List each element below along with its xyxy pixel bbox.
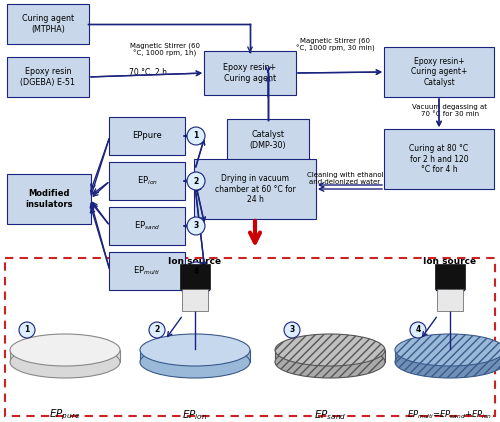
- Polygon shape: [275, 350, 385, 362]
- Text: Curing at 80 °C
for 2 h and 120
°C for 4 h: Curing at 80 °C for 2 h and 120 °C for 4…: [410, 144, 469, 174]
- Text: Cleaning with ethanol
and deionized water: Cleaning with ethanol and deionized wate…: [306, 171, 384, 184]
- Text: Epoxy resin+
Curing agent: Epoxy resin+ Curing agent: [224, 63, 276, 83]
- Text: 4: 4: [416, 325, 420, 335]
- Ellipse shape: [275, 346, 385, 378]
- FancyBboxPatch shape: [109, 117, 185, 155]
- Text: $EP_{sand}$: $EP_{sand}$: [314, 408, 346, 422]
- Text: Drying in vacuum
chamber at 60 °C for
24 h: Drying in vacuum chamber at 60 °C for 24…: [214, 174, 296, 204]
- Polygon shape: [395, 350, 500, 362]
- Text: 3: 3: [290, 325, 294, 335]
- Circle shape: [149, 322, 165, 338]
- Text: 2: 2: [154, 325, 160, 335]
- Text: Ion source: Ion source: [424, 257, 476, 265]
- Text: $EP_{multi}$=$EP_{sand}$+$EP_{ion}$: $EP_{multi}$=$EP_{sand}$+$EP_{ion}$: [408, 409, 492, 421]
- Text: 1: 1: [194, 132, 198, 141]
- FancyBboxPatch shape: [109, 207, 185, 245]
- Circle shape: [187, 262, 205, 280]
- FancyBboxPatch shape: [7, 57, 89, 97]
- FancyBboxPatch shape: [7, 174, 91, 224]
- FancyBboxPatch shape: [204, 51, 296, 95]
- Ellipse shape: [10, 346, 120, 378]
- Circle shape: [410, 322, 426, 338]
- Text: EP$_{ion}$: EP$_{ion}$: [136, 175, 158, 187]
- Polygon shape: [140, 350, 250, 362]
- Text: 4: 4: [194, 267, 198, 276]
- FancyBboxPatch shape: [435, 264, 465, 289]
- FancyBboxPatch shape: [194, 159, 316, 219]
- Text: Magnetic Stirrer (60
°C, 1000 rpm, 30 min): Magnetic Stirrer (60 °C, 1000 rpm, 30 mi…: [296, 38, 374, 52]
- Text: EP$_{multi}$: EP$_{multi}$: [134, 265, 160, 277]
- Text: Epoxy resin
(DGEBA) E-51: Epoxy resin (DGEBA) E-51: [20, 67, 76, 87]
- Text: EPpure: EPpure: [132, 132, 162, 141]
- Text: Vacuum degassing at
70 °C for 30 min: Vacuum degassing at 70 °C for 30 min: [412, 103, 488, 116]
- FancyBboxPatch shape: [437, 289, 463, 311]
- Text: Modified
insulators: Modified insulators: [25, 189, 73, 209]
- Text: 3: 3: [194, 222, 198, 230]
- FancyBboxPatch shape: [180, 264, 210, 289]
- Text: $EP_{pure}$: $EP_{pure}$: [50, 408, 80, 422]
- Text: Catalyst
(DMP-30): Catalyst (DMP-30): [250, 130, 286, 150]
- Text: 2: 2: [194, 176, 198, 186]
- Circle shape: [187, 127, 205, 145]
- Circle shape: [187, 172, 205, 190]
- FancyBboxPatch shape: [5, 258, 495, 416]
- FancyBboxPatch shape: [384, 47, 494, 97]
- FancyBboxPatch shape: [7, 4, 89, 44]
- FancyBboxPatch shape: [227, 119, 309, 161]
- Text: EP$_{sand}$: EP$_{sand}$: [134, 220, 160, 232]
- FancyBboxPatch shape: [109, 162, 185, 200]
- FancyBboxPatch shape: [182, 289, 208, 311]
- Ellipse shape: [275, 334, 385, 366]
- Ellipse shape: [395, 334, 500, 366]
- Text: Epoxy resin+
Curing agent+
Catalyst: Epoxy resin+ Curing agent+ Catalyst: [411, 57, 467, 87]
- Text: 70 °C, 2 h: 70 °C, 2 h: [129, 68, 167, 78]
- Text: $EP_{ion}$: $EP_{ion}$: [182, 408, 208, 422]
- Text: 1: 1: [24, 325, 29, 335]
- Ellipse shape: [10, 334, 120, 366]
- Polygon shape: [10, 350, 120, 362]
- Ellipse shape: [395, 346, 500, 378]
- Ellipse shape: [140, 334, 250, 366]
- Ellipse shape: [140, 346, 250, 378]
- Circle shape: [284, 322, 300, 338]
- FancyBboxPatch shape: [109, 252, 185, 290]
- Text: Curing agent
(MTPHA): Curing agent (MTPHA): [22, 14, 74, 34]
- FancyBboxPatch shape: [384, 129, 494, 189]
- Text: Ion source: Ion source: [168, 257, 222, 265]
- Text: Magnetic Stirrer (60
°C, 1000 rpm, 1h): Magnetic Stirrer (60 °C, 1000 rpm, 1h): [130, 43, 200, 57]
- Circle shape: [187, 217, 205, 235]
- Circle shape: [19, 322, 35, 338]
